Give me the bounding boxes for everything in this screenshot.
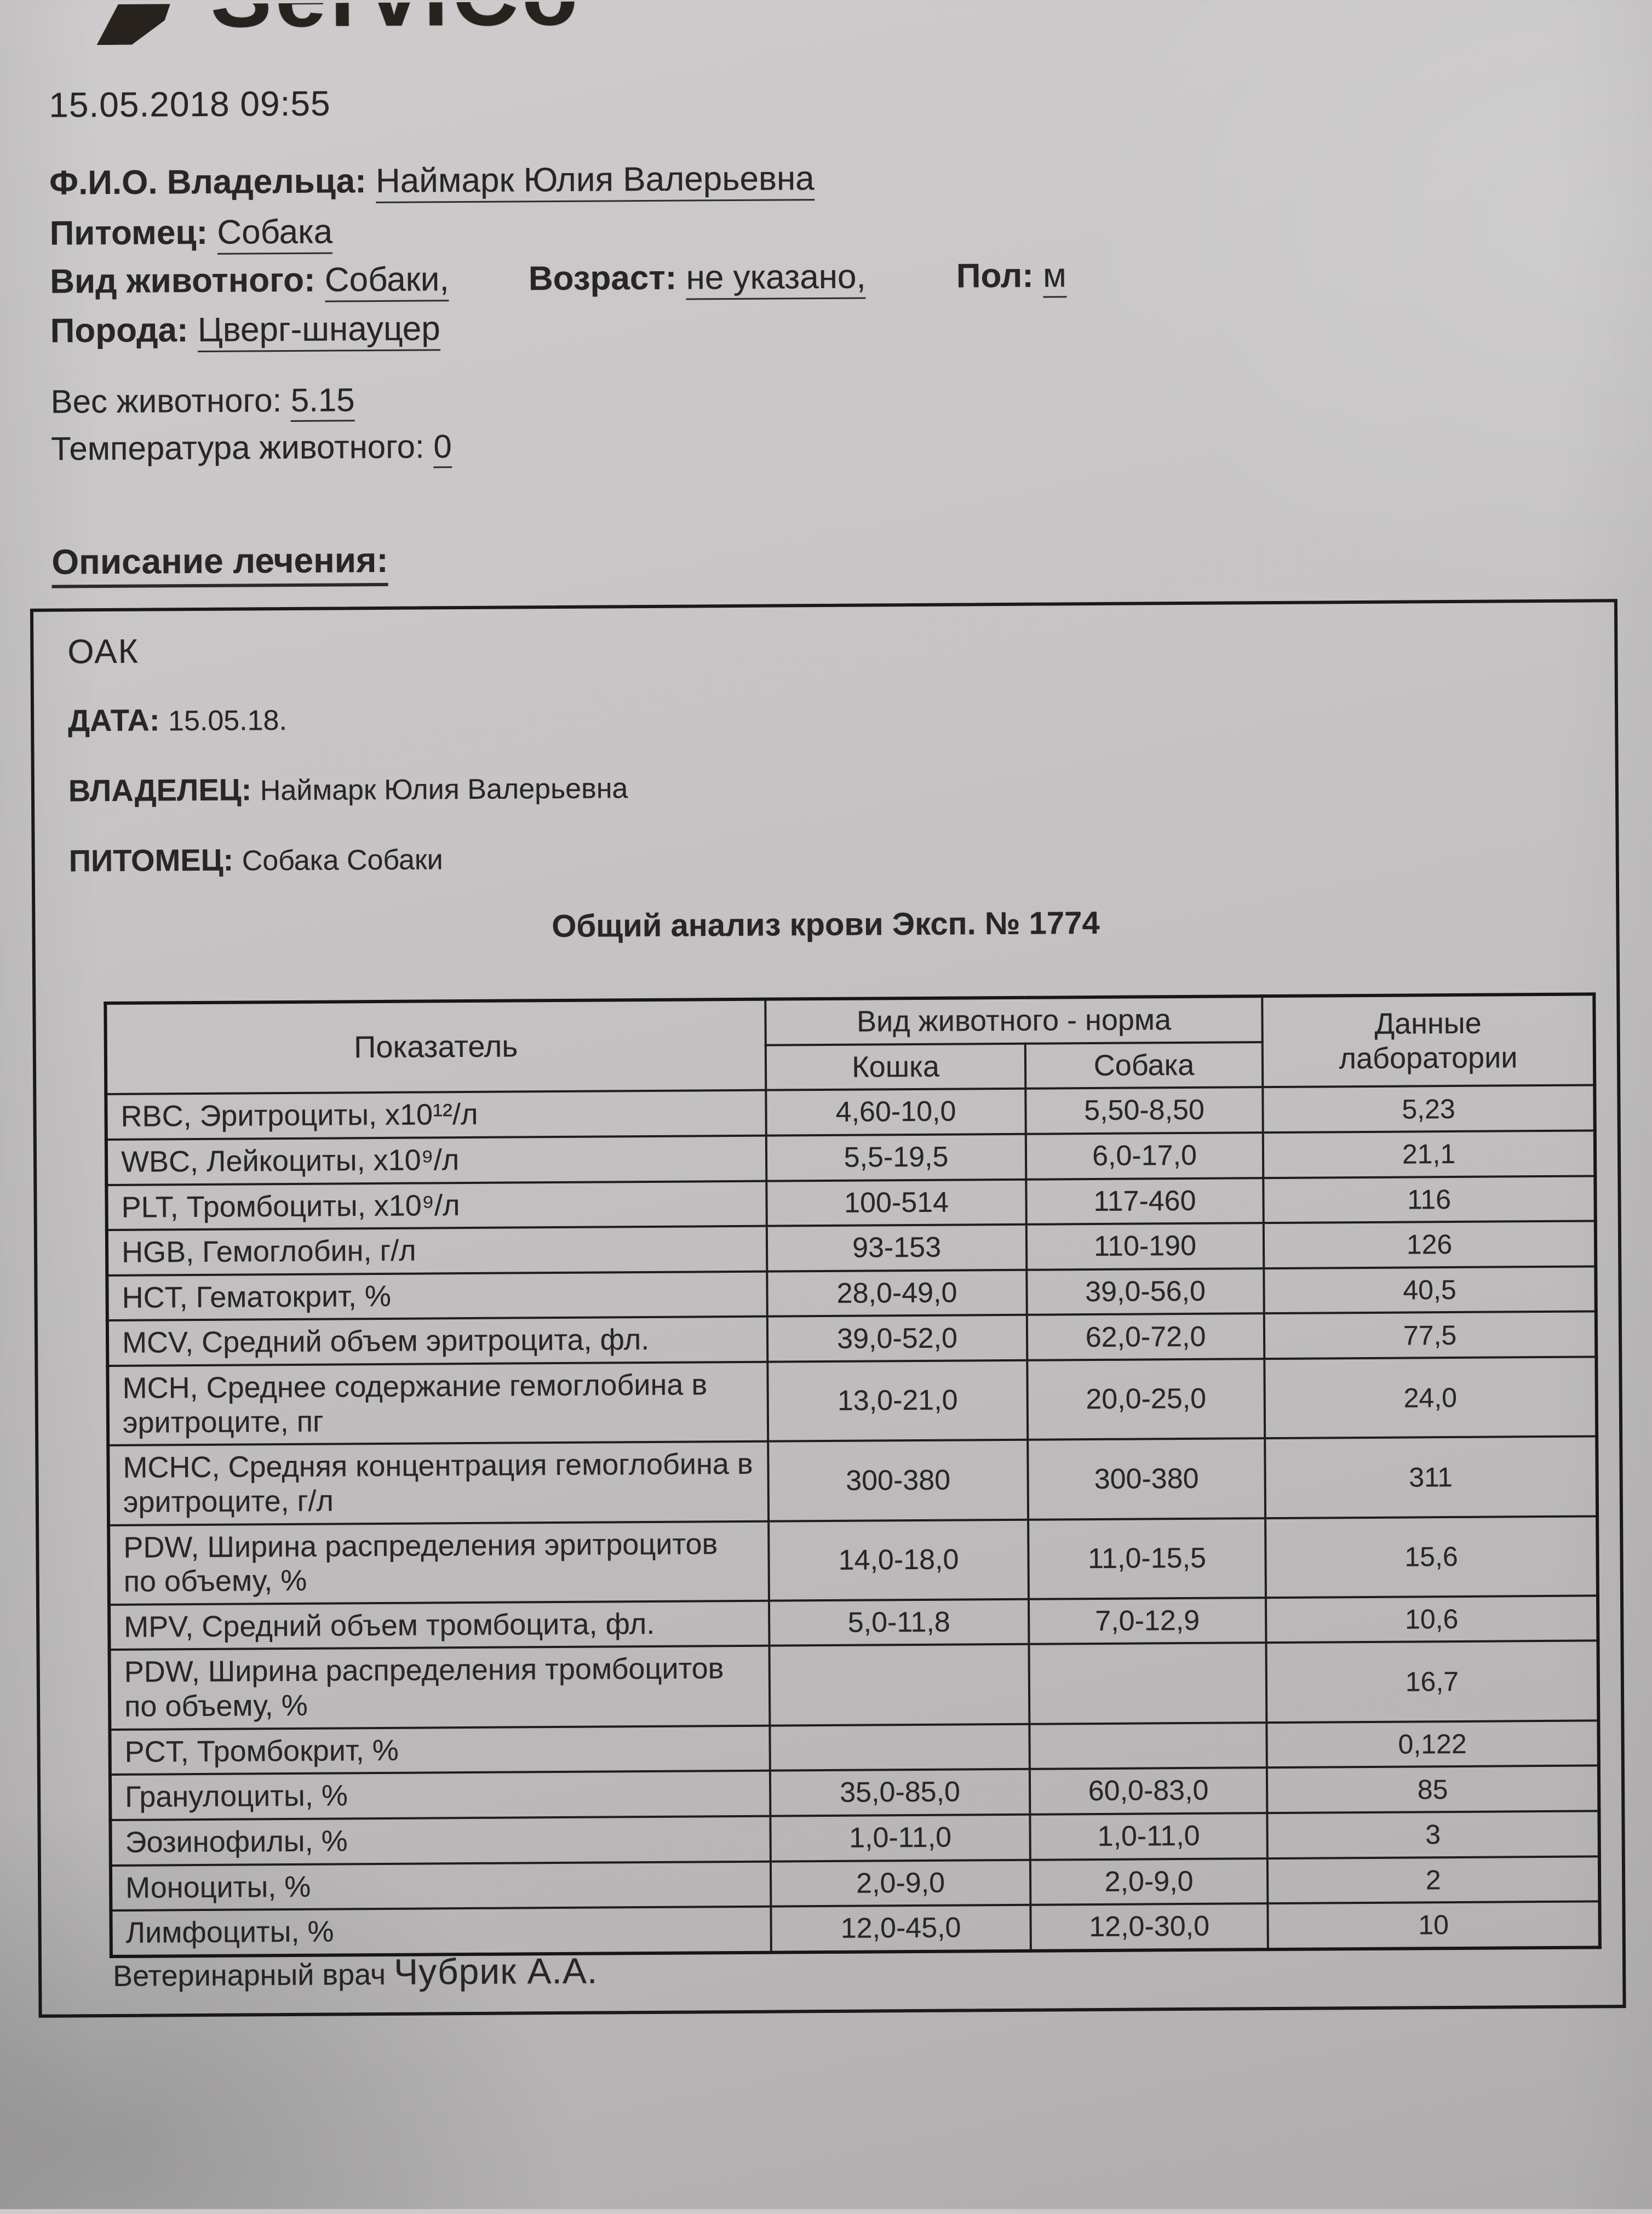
breed-label: Порода: xyxy=(50,311,188,350)
table-row: MCHC, Средняя концентрация гемоглобина в… xyxy=(108,1436,1598,1525)
report-owner-value: Наймарк Юлия Валерьевна xyxy=(260,773,628,807)
weight-label: Вес животного: xyxy=(50,382,282,420)
age-label: Возраст: xyxy=(528,259,677,298)
logo-text: ServiCo xyxy=(210,1,581,48)
breed-value: Цверг-шнауцер xyxy=(197,310,441,352)
report-pet-value: Собака Собаки xyxy=(242,844,443,877)
report-pet-line: ПИТОМЕЦ: Собака Собаки xyxy=(69,840,443,878)
report-date-line: ДАТА: 15.05.18. xyxy=(68,701,287,738)
species-value: Собаки, xyxy=(324,260,449,302)
report-owner-line: ВЛАДЕЛЕЦ: Наймарк Юлия Валерьевна xyxy=(68,769,628,808)
col-header-parameter: Показатель xyxy=(105,999,766,1095)
pet-value: Собака xyxy=(217,213,333,255)
weight-value: 5.15 xyxy=(290,381,355,422)
temperature-label: Температура животного: xyxy=(50,428,425,467)
clinic-logo: ServiCo xyxy=(96,1,732,48)
report-owner-label: ВЛАДЕЛЕЦ: xyxy=(68,772,252,808)
sex-label: Пол: xyxy=(956,256,1034,295)
report-datetime: 15.05.2018 09:55 xyxy=(49,83,331,125)
report-pet-label: ПИТОМЕЦ: xyxy=(68,842,234,878)
table-row: PDW, Ширина распределения эритроцитов по… xyxy=(108,1515,1598,1605)
table-row: MCH, Среднее содержание гемоглобина в эр… xyxy=(107,1357,1597,1446)
species-age-sex-line: Вид животного: Собаки, Возраст: не указа… xyxy=(50,256,1066,302)
temperature-value: 0 xyxy=(433,428,452,468)
breed-line: Порода: Цверг-шнауцер xyxy=(50,309,441,352)
owner-line: Ф.И.О. Владельца: Наймарк Юлия Валерьевн… xyxy=(49,159,814,203)
col-header-lab-data: Данные лаборатории xyxy=(1262,994,1595,1088)
report-date-value: 15.05.18. xyxy=(168,705,288,737)
col-header-cat: Кошка xyxy=(765,1043,1026,1090)
age-value: не указано, xyxy=(686,258,866,300)
pet-line: Питомец: Собака xyxy=(49,212,333,255)
col-header-norm-group: Вид животного - норма xyxy=(765,996,1263,1045)
table-title: Общий анализ крови Эксп. № 1774 xyxy=(552,905,1100,945)
treatment-report-box: ОАК ДАТА: 15.05.18. ВЛАДЕЛЕЦ: Наймарк Юл… xyxy=(30,599,1626,2018)
treatment-section-header: Описание лечения: xyxy=(51,540,389,588)
veterinarian-signature: Ветеринарный врач Чубрик А.А. xyxy=(113,1950,598,1994)
temperature-line: Температура животного: 0 xyxy=(50,427,452,468)
owner-value: Наймарк Юлия Валерьевна xyxy=(375,159,814,203)
table-row: PDW, Ширина распределения тромбоцитов по… xyxy=(109,1640,1599,1730)
col-header-dog: Собака xyxy=(1025,1042,1263,1089)
table-row: Лимфоциты, % 12,0-45,0 12,0-30,0 10 xyxy=(111,1901,1600,1956)
logo-swoosh-icon xyxy=(96,1,188,45)
species-label: Вид животного: xyxy=(50,261,316,301)
test-code: ОАК xyxy=(67,632,139,671)
veterinarian-name: Чубрик А.А. xyxy=(393,1950,598,1992)
weight-line: Вес животного: 5.15 xyxy=(50,381,355,422)
report-date-label: ДАТА: xyxy=(67,702,160,738)
veterinarian-label: Ветеринарный врач xyxy=(112,1958,386,1993)
sex-value: м xyxy=(1042,256,1066,298)
owner-label: Ф.И.О. Владельца: xyxy=(49,162,366,202)
cbc-results-table: Показатель Вид животного - норма Данные … xyxy=(104,992,1602,1958)
pet-label: Питомец: xyxy=(49,213,208,253)
